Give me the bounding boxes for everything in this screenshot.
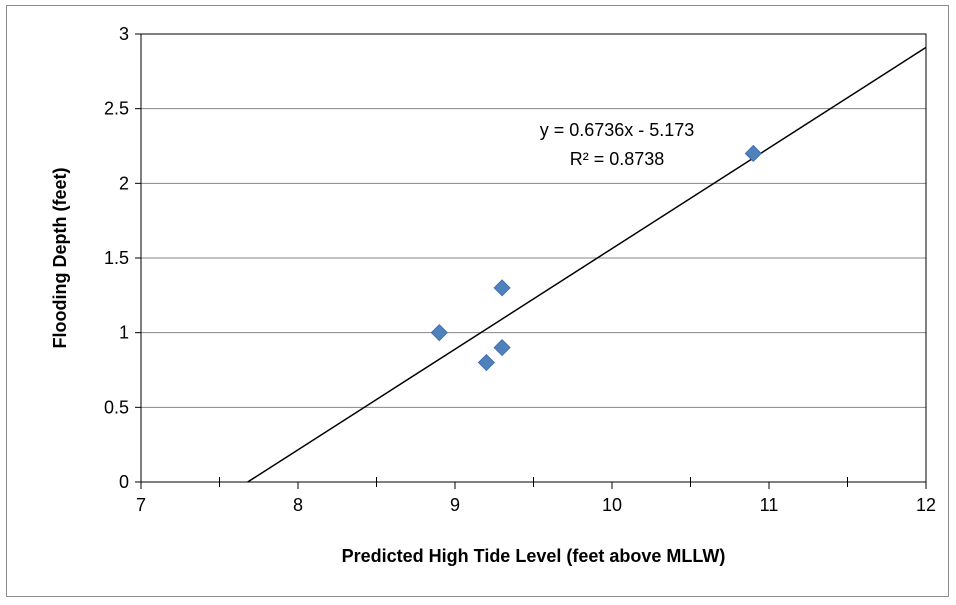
y-tick-label: 2 bbox=[119, 173, 129, 193]
data-points bbox=[430, 144, 762, 372]
y-tick-label: 0 bbox=[119, 472, 129, 492]
y-axis-title: Flooding Depth (feet) bbox=[50, 168, 70, 349]
trendline-layer bbox=[247, 46, 927, 483]
x-axis-title: Predicted High Tide Level (feet above ML… bbox=[342, 546, 726, 566]
x-tick-label: 9 bbox=[450, 495, 460, 515]
data-point bbox=[477, 353, 495, 372]
x-tick-label: 7 bbox=[136, 495, 146, 515]
data-point bbox=[493, 279, 511, 297]
gridlines bbox=[141, 108, 926, 408]
y-tick-label: 1 bbox=[119, 323, 129, 343]
x-tick-label: 12 bbox=[916, 495, 936, 515]
y-tick-label: 2.5 bbox=[104, 99, 129, 119]
y-tick-label: 0.5 bbox=[104, 397, 129, 417]
trendline bbox=[247, 46, 927, 483]
x-tick-label: 11 bbox=[760, 495, 779, 515]
data-point bbox=[744, 144, 762, 163]
chart-frame bbox=[6, 5, 949, 597]
x-tick-label: 10 bbox=[602, 495, 622, 515]
trendline-equation: y = 0.6736x - 5.173 bbox=[540, 120, 695, 140]
tick-labels: 0 0.5 1 1.5 2 2.5 3 7 8 9 10 11 12 bbox=[104, 24, 936, 515]
axis-ticks bbox=[135, 33, 927, 489]
x-tick-label: 8 bbox=[293, 495, 303, 515]
y-tick-label: 1.5 bbox=[104, 248, 129, 268]
data-point bbox=[493, 339, 511, 357]
data-point bbox=[430, 324, 448, 342]
y-tick-label: 3 bbox=[119, 24, 129, 44]
trendline-r-squared: R² = 0.8738 bbox=[570, 149, 665, 169]
